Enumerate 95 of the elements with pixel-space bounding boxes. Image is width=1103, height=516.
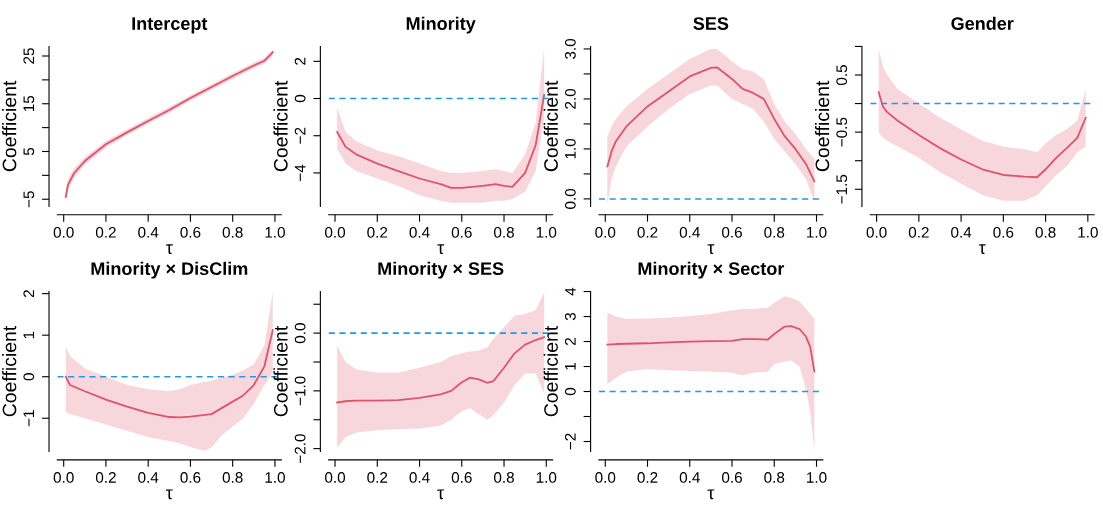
line-series (877, 91, 1087, 179)
y-axis-title: Coefficient (814, 80, 830, 172)
x-axis-title: τ (978, 244, 986, 255)
y-tick-label: −5 (23, 191, 35, 208)
y-tick-label: −2.0 (294, 434, 306, 463)
y-tick-label: 0 (564, 387, 576, 396)
x-tick-label: 0.8 (222, 472, 243, 483)
x-tick-label: 0.0 (325, 226, 346, 238)
x-tick-label: 0.8 (494, 472, 514, 483)
y-tick-label: 0.0 (294, 323, 306, 344)
chart-title: Minority × DisClim (91, 261, 248, 279)
x-tick-label: 0.0 (595, 226, 616, 238)
x-tick-label: 0.8 (764, 226, 785, 238)
y-tick-label: 2 (294, 57, 306, 65)
x-tick-label: 0.2 (637, 226, 658, 238)
line-series (606, 325, 816, 373)
x-tick-label: 0.0 (53, 226, 74, 238)
y-tick-label: 2.0 (564, 88, 576, 109)
y-tick-label: −1 (23, 410, 35, 427)
y-axis-title: Coefficient (543, 325, 558, 417)
x-tick-label: 0.0 (866, 226, 887, 238)
x-tick-label: 0.6 (721, 226, 742, 238)
y-tick-label: 0 (23, 373, 35, 381)
x-tick-label: 0.0 (53, 472, 74, 483)
y-tick-label: 0 (294, 94, 306, 103)
line-series (64, 329, 274, 419)
chart-title: Minority (406, 16, 476, 34)
y-tick-label: 3 (564, 312, 576, 321)
x-tick-label: 0.8 (764, 472, 785, 483)
y-tick-label: −1.5 (836, 174, 848, 204)
y-tick-label: −4 (294, 164, 306, 181)
y-axis-title: Coefficient (273, 325, 288, 417)
y-tick-label: 3.0 (564, 38, 576, 59)
y-tick-label: 1.0 (564, 138, 576, 159)
x-tick-label: 0.6 (993, 226, 1014, 238)
x-tick-label: 0.6 (180, 226, 201, 238)
chart-title: Minority × Sector (638, 261, 785, 279)
y-tick-label: 25 (23, 48, 35, 64)
x-tick-label: 0.2 (908, 226, 929, 238)
x-tick-label: 0.4 (409, 472, 430, 483)
x-axis-title: τ (707, 244, 715, 255)
x-tick-label: 0.4 (409, 226, 430, 238)
chart-title: Gender (951, 16, 1014, 30)
x-tick-label: 1.0 (536, 226, 557, 238)
x-tick-label: 0.4 (951, 226, 972, 238)
x-tick-label: 0.2 (95, 472, 116, 483)
y-axis-title: Coefficient (2, 325, 17, 417)
y-tick-label: −2 (564, 433, 576, 450)
chart-title: Intercept (132, 17, 208, 34)
x-tick-label: 0.2 (637, 472, 658, 483)
x-tick-label: 1.0 (1078, 226, 1098, 238)
x-tick-label: 1.0 (536, 472, 557, 483)
x-tick-label: 0.6 (180, 472, 201, 483)
chart-title: Minority × SES (378, 261, 504, 279)
x-axis-title: τ (437, 489, 445, 500)
x-tick-label: 0.2 (95, 226, 116, 238)
x-tick-label: 0.8 (1035, 226, 1056, 238)
line-series (606, 66, 816, 183)
y-tick-label: 1 (23, 331, 35, 339)
x-tick-label: 0.8 (494, 226, 514, 238)
x-tick-label: 0.2 (367, 226, 388, 238)
x-tick-label: 0.0 (325, 472, 346, 483)
y-tick-label: 0.5 (836, 65, 848, 86)
y-tick-label: 15 (23, 95, 35, 112)
x-tick-label: 0.4 (679, 472, 700, 483)
y-tick-label: 5 (23, 147, 35, 156)
x-axis-title: τ (437, 244, 445, 255)
x-tick-label: 1.0 (807, 472, 827, 483)
x-axis-title: τ (166, 489, 173, 500)
x-tick-label: 0.4 (679, 226, 700, 238)
x-tick-label: 0.4 (138, 472, 159, 483)
y-tick-label: −2 (294, 127, 306, 144)
y-tick-label: 1 (565, 363, 576, 370)
x-tick-label: 0.6 (721, 472, 742, 483)
y-tick-label: 0.0 (564, 188, 576, 209)
x-tick-label: 1.0 (807, 226, 827, 238)
x-tick-label: 0.6 (451, 472, 472, 483)
x-tick-label: 0.2 (367, 472, 388, 483)
x-axis-title: τ (166, 244, 173, 255)
y-axis-title: Coefficient (543, 80, 558, 172)
y-tick-label: −0.5 (836, 117, 848, 147)
y-tick-label: 4 (565, 287, 576, 296)
y-tick-label: −1.0 (294, 376, 306, 406)
x-tick-label: 1.0 (265, 226, 285, 238)
x-tick-label: 0.8 (222, 226, 243, 238)
y-tick-label: 2 (23, 290, 35, 298)
y-axis-title: Coefficient (2, 80, 17, 172)
y-tick-label: 2 (564, 338, 576, 346)
y-axis-title: Coefficient (273, 80, 288, 172)
x-axis-title: τ (707, 489, 715, 500)
x-tick-label: 0.4 (138, 226, 159, 238)
x-tick-label: 1.0 (265, 472, 285, 483)
x-tick-label: 0.6 (451, 226, 472, 238)
x-tick-label: 0.0 (595, 472, 616, 483)
chart-title: SES (693, 17, 729, 30)
